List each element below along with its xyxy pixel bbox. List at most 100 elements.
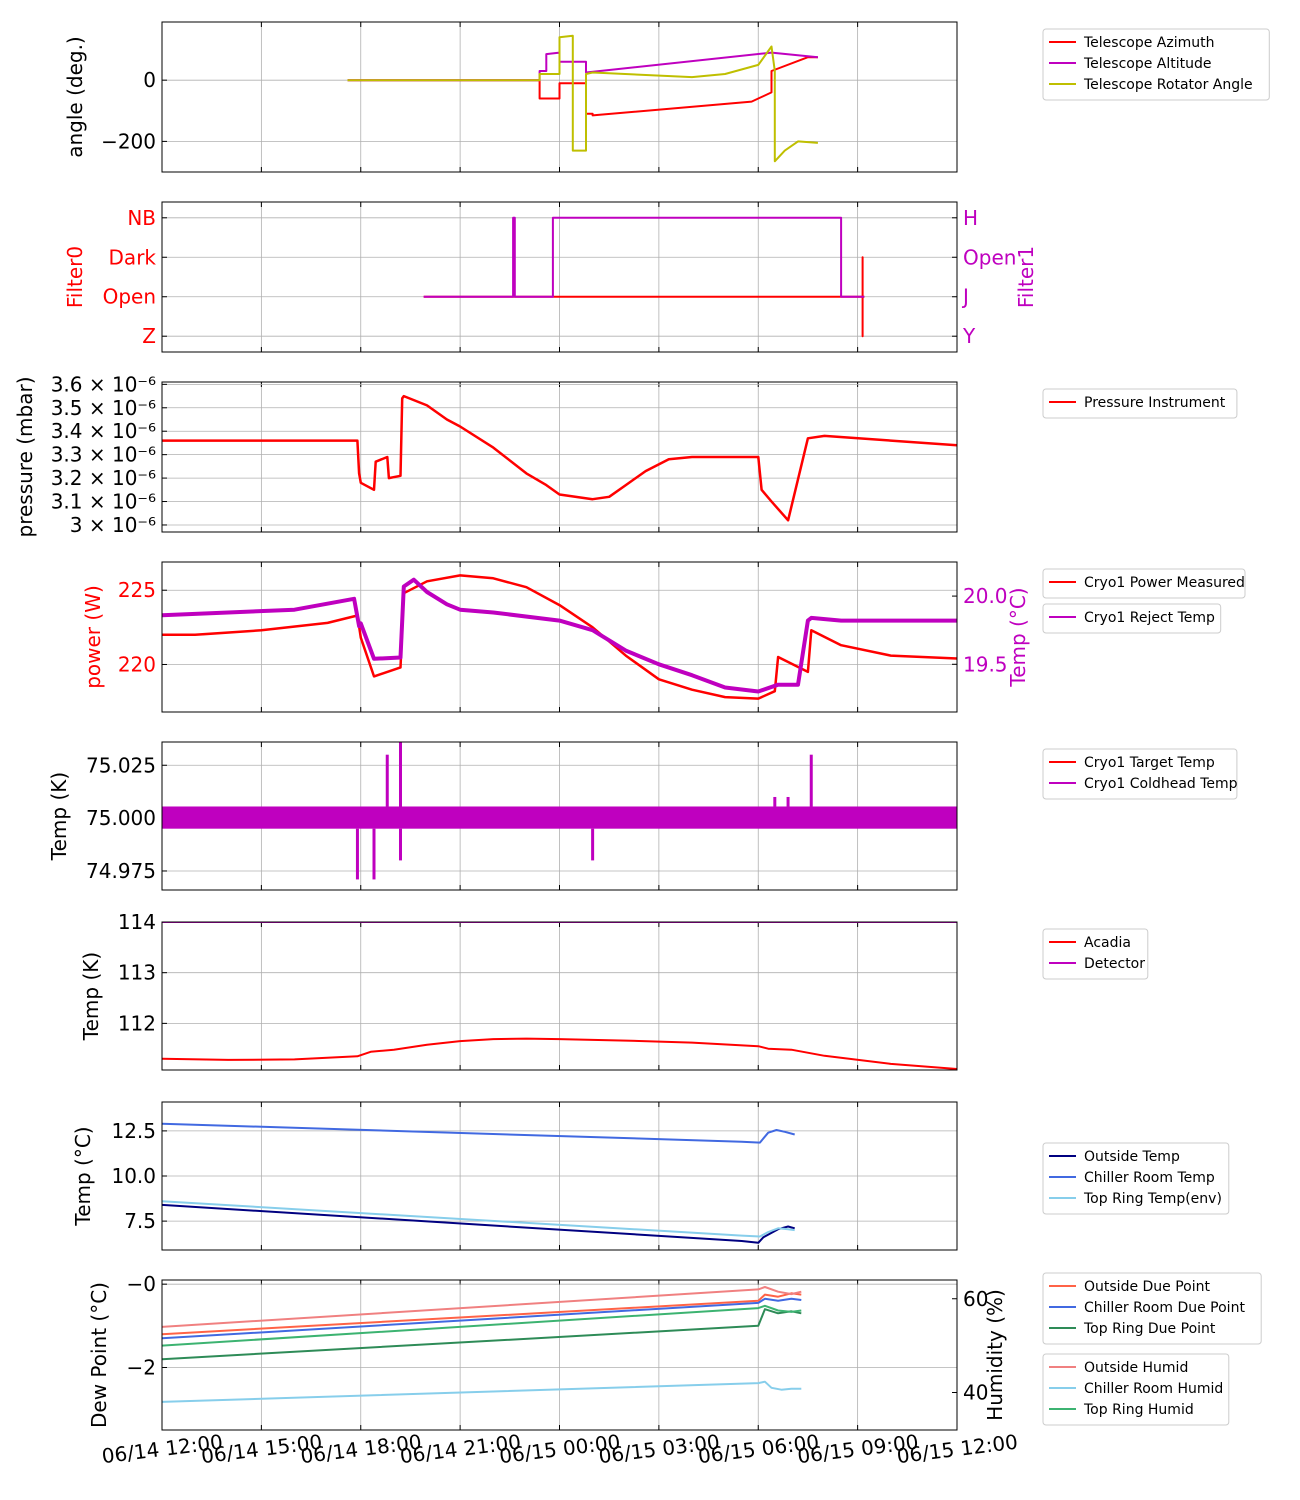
series-line <box>347 56 818 117</box>
y-right-tick-label: 20.0 <box>963 584 1008 608</box>
y-axis-label: Temp (°C) <box>71 1126 95 1226</box>
y-axis-label: power (W) <box>81 585 105 689</box>
y-tick-label: 3.2 × 10⁻⁶ <box>51 466 156 490</box>
panel-telescope: 0 −200 angle (deg.) Telescope Azimuth Telesc… <box>63 21 1270 173</box>
panel-filters: NB Dark Open Z H Open JY Filter0 Filter1 <box>63 201 1038 353</box>
legend-label: Telescope Azimuth <box>1083 35 1214 51</box>
y-tick-label: 114 <box>118 910 156 934</box>
legend-label: Chiller Room Due Point <box>1084 1300 1245 1316</box>
series-group <box>423 216 865 338</box>
y-right-tick-label: 40 <box>963 1381 988 1405</box>
series-band <box>162 806 957 829</box>
y-tick-label: 3.4 × 10⁻⁶ <box>51 419 156 443</box>
legend-label: Outside Humid <box>1084 1360 1188 1376</box>
y-tick-label: 10.0 <box>111 1164 156 1188</box>
series-line <box>423 216 865 298</box>
series-group <box>162 922 957 1070</box>
y-tick-label: 220 <box>118 652 156 676</box>
y-right-tick-label: Open <box>963 245 1016 269</box>
y-axis-label: Filter0 <box>63 246 87 308</box>
legend-label: Telescope Altitude <box>1083 56 1212 72</box>
y-tick-label: 75.000 <box>86 806 156 830</box>
legend-label: Chiller Room Temp <box>1084 1170 1215 1186</box>
legend-label: Top Ring Due Point <box>1083 1321 1216 1337</box>
y-right-tick-label: J <box>961 285 969 309</box>
y-right-tick-label: Y <box>962 324 976 348</box>
series-group <box>162 1122 795 1244</box>
y-tick-label: 3.5 × 10⁻⁶ <box>51 396 156 420</box>
legend-box <box>1042 603 1222 634</box>
y-axis-label: Temp (K) <box>79 952 103 1041</box>
y-tick-label: 3.6 × 10⁻⁶ <box>51 372 156 396</box>
y-tick-label: NB <box>127 206 156 230</box>
series-line <box>162 1380 802 1403</box>
legend-box <box>1042 28 1270 101</box>
legend-label: Cryo1 Target Temp <box>1084 755 1215 771</box>
y-tick-label: 74.975 <box>86 859 156 883</box>
series-line <box>162 1122 795 1144</box>
plot-frame <box>161 1279 958 1431</box>
y-tick-label: Open <box>103 285 156 309</box>
y-tick-label: 225 <box>118 578 156 602</box>
series-line <box>162 577 957 694</box>
plot-frame <box>161 1101 958 1251</box>
y-right-axis-label: Temp (°C) <box>1006 587 1030 687</box>
y-axis-label: Dew Point (°C) <box>87 1282 111 1428</box>
panel-pressure: 3.6 × 10⁻⁶3.5 × 10⁻⁶3.4 × 10⁻⁶3.3 × 10⁻⁶… <box>13 372 1238 538</box>
legend-box <box>1042 568 1246 599</box>
y-right-axis-label: Humidity (%) <box>983 1289 1007 1421</box>
y-right-axis-label: Filter1 <box>1014 246 1038 308</box>
plot-frame <box>161 921 958 1071</box>
y-tick-label: 12.5 <box>111 1119 156 1143</box>
legend-label: Detector <box>1084 956 1145 972</box>
y-axis-label: angle (deg.) <box>63 36 87 158</box>
series-line <box>162 1203 795 1244</box>
panel-dewpoint: −0 −2 60 40 Dew Point (°C) Humidity (%) Outsid… <box>87 1272 1262 1431</box>
series-group <box>162 742 957 880</box>
legend-box <box>1042 748 1238 800</box>
legend-label: Outside Temp <box>1084 1149 1180 1165</box>
y-axis-label: pressure (mbar) <box>13 376 37 537</box>
legend-label: Cryo1 Power Measured <box>1084 575 1245 591</box>
y-tick-label: Z <box>142 324 156 348</box>
legend-box <box>1042 1142 1230 1215</box>
panel-cryo_power: 225 220 20.0 19.5 power (W) Temp (°C) Cryo1 Po… <box>81 561 1246 713</box>
y-right-tick-label: 19.5 <box>963 652 1008 676</box>
panel-cryo_temp: 75.025 75.000 74.975 Temp (K) Cryo1 Target T… <box>47 741 1238 891</box>
series-group <box>162 574 957 700</box>
y-tick-label: 0 <box>143 68 156 92</box>
legend-label: Top Ring Humid <box>1083 1402 1194 1418</box>
plot-frame <box>161 741 958 891</box>
legend-box <box>1042 1353 1230 1426</box>
legend-label: Chiller Room Humid <box>1084 1381 1223 1397</box>
panel-env_temp: 12.5 10.0 7.5 Temp (°C) Outside Temp Chiller … <box>71 1101 1230 1251</box>
series-group <box>347 34 818 163</box>
series-group <box>162 1286 802 1403</box>
plot-frame <box>161 201 958 353</box>
series-line <box>162 1286 802 1328</box>
y-tick-label: 75.025 <box>86 753 156 777</box>
y-right-tick-label: H <box>963 206 978 230</box>
y-tick-label: −200 <box>101 129 156 153</box>
y-tick-label: 7.5 <box>124 1209 156 1233</box>
series-line <box>162 394 957 522</box>
series-line <box>162 1200 795 1238</box>
series-line <box>162 1037 957 1070</box>
legend-label: Outside Due Point <box>1084 1279 1211 1295</box>
y-tick-label: 3 × 10⁻⁶ <box>70 513 156 537</box>
legend-box <box>1042 388 1238 419</box>
y-tick-label: −2 <box>127 1356 156 1380</box>
y-right-tick-label: 60 <box>963 1287 988 1311</box>
y-axis-label: Temp (K) <box>47 772 71 861</box>
plot-frame <box>161 381 958 533</box>
legend-label: Top Ring Temp(env) <box>1083 1191 1222 1207</box>
y-tick-label: 3.3 × 10⁻⁶ <box>51 443 156 467</box>
y-tick-label: 113 <box>118 961 156 985</box>
series-line <box>347 34 818 163</box>
legend-label: Cryo1 Reject Temp <box>1084 610 1215 626</box>
series-line <box>162 1304 802 1347</box>
legend-box <box>1042 1272 1262 1345</box>
y-tick-label: 112 <box>118 1011 156 1035</box>
series-line <box>162 1297 802 1340</box>
